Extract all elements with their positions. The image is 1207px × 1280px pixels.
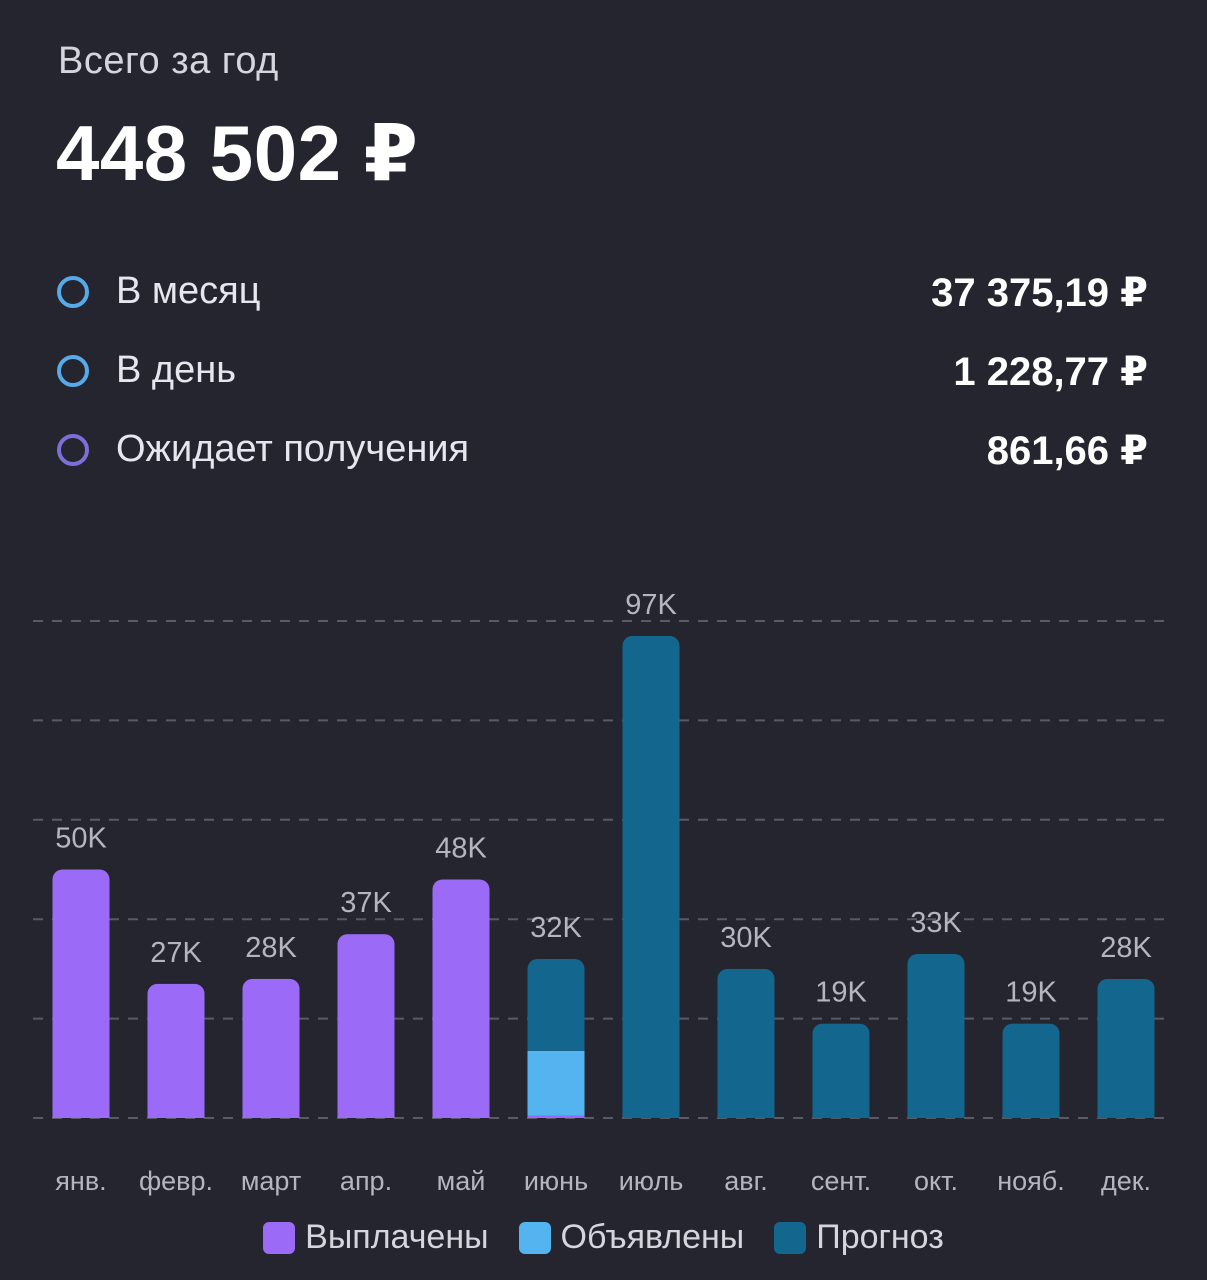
- x-tick-label: янв.: [55, 1166, 106, 1196]
- x-tick-label: дек.: [1101, 1166, 1151, 1196]
- x-tick-label: март: [241, 1166, 301, 1196]
- chart-legend: Выплачены Объявлены Прогноз: [0, 1218, 1207, 1257]
- bar-forecast: [717, 968, 775, 1118]
- bar-forecast: [527, 958, 585, 1051]
- x-tick-label: февр.: [139, 1166, 213, 1196]
- legend-label: Объявлены: [560, 1218, 745, 1256]
- monthly-bar-chart: 50K янв. 27K февр. 28K март 37K апр. 48K май 32K ию…: [33, 589, 1170, 1196]
- legend-swatch-paid: [263, 1221, 296, 1254]
- x-tick-label: окт.: [914, 1166, 958, 1196]
- bar-value-label: 27K: [150, 937, 202, 969]
- legend-swatch-forecast: [774, 1221, 807, 1254]
- bar-paid: [432, 879, 490, 1118]
- bar-value-label: 30K: [720, 922, 772, 954]
- x-tick-label: авг.: [724, 1166, 767, 1196]
- bar-paid: [337, 934, 395, 1118]
- bar-forecast: [622, 635, 680, 1118]
- x-tick-label: нояб.: [997, 1166, 1065, 1196]
- bar-paid: [147, 983, 205, 1118]
- x-tick-label: май: [437, 1166, 486, 1196]
- legend-item-forecast[interactable]: Прогноз: [774, 1218, 944, 1257]
- legend-label: Прогноз: [816, 1218, 944, 1256]
- x-tick-label: апр.: [340, 1166, 392, 1196]
- bar-forecast: [1002, 1023, 1060, 1118]
- bar-value-label: 32K: [530, 912, 582, 944]
- bar-value-label: 19K: [1005, 977, 1057, 1009]
- bar-value-label: 48K: [435, 832, 487, 864]
- year-caption: Всего за год: [58, 40, 279, 82]
- x-tick-label: июнь: [524, 1166, 588, 1196]
- bar-paid: [242, 978, 300, 1118]
- bar-forecast: [812, 1023, 870, 1118]
- bar-value-label: 97K: [625, 589, 677, 621]
- stat-value: 1 228,77 ₽: [953, 350, 1148, 394]
- stat-label: В месяц: [116, 270, 261, 312]
- bar-value-label: 37K: [340, 887, 392, 919]
- x-tick-label: сент.: [811, 1166, 871, 1196]
- stat-row-day[interactable]: В день 1 228,77 ₽: [56, 349, 1148, 399]
- circle-icon: [57, 434, 89, 466]
- bar-forecast: [907, 953, 965, 1118]
- bar-value-label: 19K: [815, 977, 867, 1009]
- circle-icon: [57, 355, 89, 387]
- bar-forecast: [1097, 978, 1155, 1118]
- legend-item-paid[interactable]: Выплачены: [263, 1218, 489, 1257]
- legend-label: Выплачены: [305, 1218, 489, 1256]
- circle-icon: [57, 276, 89, 308]
- stat-row-pending[interactable]: Ожидает получения 861,66 ₽: [56, 428, 1148, 478]
- x-tick-label: июль: [619, 1166, 684, 1196]
- bar-paid: [527, 1115, 585, 1118]
- bar-value-label: 28K: [1100, 932, 1152, 964]
- year-total: 448 502 ₽: [56, 109, 419, 197]
- stat-label: Ожидает получения: [116, 428, 470, 470]
- stat-value: 861,66 ₽: [986, 429, 1148, 473]
- legend-swatch-announced: [518, 1221, 551, 1254]
- bar-value-label: 33K: [910, 907, 962, 939]
- stat-value: 37 375,19 ₽: [931, 271, 1148, 315]
- bar-value-label: 28K: [245, 932, 297, 964]
- bar-paid: [52, 869, 110, 1118]
- legend-item-announced[interactable]: Объявлены: [518, 1218, 745, 1257]
- stat-row-month[interactable]: В месяц 37 375,19 ₽: [56, 270, 1148, 320]
- bar-value-label: 50K: [55, 823, 107, 855]
- bar-announced: [527, 1050, 585, 1116]
- stat-label: В день: [116, 349, 236, 391]
